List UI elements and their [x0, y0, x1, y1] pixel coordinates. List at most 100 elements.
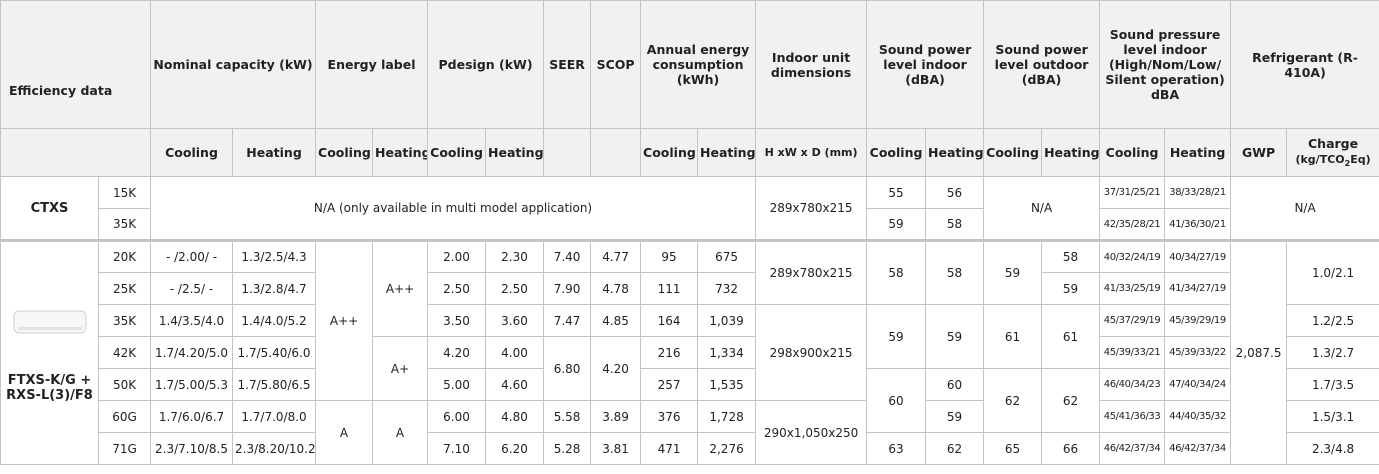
- cell: 1.5/3.1: [1287, 401, 1379, 433]
- cell: 5.28: [544, 433, 591, 465]
- cell: 290x1,050x250: [756, 401, 867, 465]
- header-cell: Nominal capacity (kW): [151, 1, 316, 129]
- cell: 289x780x215: [756, 241, 867, 305]
- sub-header-text: Charge: [1308, 136, 1358, 151]
- cell: A++: [373, 241, 428, 337]
- sub-header: H xW x D (mm): [756, 129, 867, 177]
- sub-header: [544, 129, 591, 177]
- cell: 58: [1042, 241, 1100, 273]
- cell: 59: [926, 401, 984, 433]
- cell: 46/42/37/34: [1100, 433, 1165, 465]
- sub-header: GWP: [1231, 129, 1287, 177]
- cell: 71G: [99, 433, 151, 465]
- cell: 55: [867, 177, 926, 209]
- cell: 45/37/29/19: [1100, 305, 1165, 337]
- cell: N/A (only available in multi model appli…: [151, 177, 756, 241]
- cell: 44/40/35/32: [1165, 401, 1231, 433]
- cell: 2.30: [486, 241, 544, 273]
- cell: 59: [1042, 273, 1100, 305]
- sub-header: Heating: [698, 129, 756, 177]
- page: {"header": {"title": "Efficiency data", …: [0, 0, 1379, 474]
- cell: 257: [641, 369, 698, 401]
- cell: 58: [926, 241, 984, 305]
- cell: N/A: [984, 177, 1100, 241]
- cell: 95: [641, 241, 698, 273]
- cell: 1.3/2.7: [1287, 337, 1379, 369]
- cell: 62: [1042, 369, 1100, 433]
- cell: 1.7/5.40/6.0: [233, 337, 316, 369]
- sub-header: Cooling: [151, 129, 233, 177]
- cell: 56: [926, 177, 984, 209]
- sub-header: Cooling: [316, 129, 373, 177]
- sub-header: Heating: [486, 129, 544, 177]
- cell: 59: [984, 241, 1042, 305]
- header-cell: Annual energy consumption (kWh): [641, 1, 756, 129]
- cell: 60G: [99, 401, 151, 433]
- cell: 7.40: [544, 241, 591, 273]
- sub-header: Cooling: [428, 129, 486, 177]
- sub-header: Heating: [926, 129, 984, 177]
- sub-header: Heating: [1042, 129, 1100, 177]
- header-cell: SCOP: [591, 1, 641, 129]
- cell: - /2.5/ -: [151, 273, 233, 305]
- cell: 3.50: [428, 305, 486, 337]
- header-cell: SEER: [544, 1, 591, 129]
- cell: A: [373, 401, 428, 465]
- sub-header: Heating: [1165, 129, 1231, 177]
- cell: CTXS: [1, 177, 99, 241]
- unit: (kg/TCO2Eq): [1295, 153, 1370, 166]
- header-cell: Sound power level indoor (dBA): [867, 1, 984, 129]
- cell: 2.3/4.8: [1287, 433, 1379, 465]
- cell: 3.81: [591, 433, 641, 465]
- cell: 1.0/2.1: [1287, 241, 1379, 305]
- cell: 45/39/33/21: [1100, 337, 1165, 369]
- cell: 63: [867, 433, 926, 465]
- cell: 1.2/2.5: [1287, 305, 1379, 337]
- cell: 40/32/24/19: [1100, 241, 1165, 273]
- sub-header: Cooling: [641, 129, 698, 177]
- header-cell: Sound power level outdoor (dBA): [984, 1, 1100, 129]
- cell: 471: [641, 433, 698, 465]
- cell: 45/39/33/22: [1165, 337, 1231, 369]
- cell: 3.89: [591, 401, 641, 433]
- cell: A++: [316, 241, 373, 401]
- cell: 45/39/29/19: [1165, 305, 1231, 337]
- cell: 45/41/36/33: [1100, 401, 1165, 433]
- cell: 7.10: [428, 433, 486, 465]
- cell: 2.50: [428, 273, 486, 305]
- cell: 4.85: [591, 305, 641, 337]
- cell: 1.7/5.00/5.3: [151, 369, 233, 401]
- cell: 41/34/27/19: [1165, 273, 1231, 305]
- sub-header: Cooling: [984, 129, 1042, 177]
- cell: 2.3/8.20/10.2: [233, 433, 316, 465]
- cell: 35K: [99, 305, 151, 337]
- cell: 5.58: [544, 401, 591, 433]
- header-cell: Pdesign (kW): [428, 1, 544, 129]
- cell: 1,039: [698, 305, 756, 337]
- header-cell: Energy label: [316, 1, 428, 129]
- cell: 35K: [99, 209, 151, 241]
- header-cell: Efficiency data: [1, 1, 151, 129]
- cell: 41/33/25/19: [1100, 273, 1165, 305]
- cell: 61: [1042, 305, 1100, 369]
- cell: 65: [984, 433, 1042, 465]
- cell: 2,276: [698, 433, 756, 465]
- cell: 4.80: [486, 401, 544, 433]
- unit-icon: [10, 303, 90, 343]
- cell: 4.20: [591, 337, 641, 401]
- cell: 38/33/28/21: [1165, 177, 1231, 209]
- cell: 4.20: [428, 337, 486, 369]
- cell: 1.7/4.20/5.0: [151, 337, 233, 369]
- cell: 2,087.5: [1231, 241, 1287, 465]
- cell: 66: [1042, 433, 1100, 465]
- cell: 4.60: [486, 369, 544, 401]
- cell: 1.3/2.5/4.3: [233, 241, 316, 273]
- cell: 1.4/3.5/4.0: [151, 305, 233, 337]
- unit-part: (kg/TCO: [1295, 153, 1344, 166]
- cell: N/A: [1231, 177, 1379, 241]
- header-cell: Indoor unit dimensions: [756, 1, 867, 129]
- cell: 61: [984, 305, 1042, 369]
- sub-header: Cooling: [1100, 129, 1165, 177]
- efficiency-table: Efficiency data Nominal capacity (kW) En…: [0, 0, 1379, 465]
- cell: 40/34/27/19: [1165, 241, 1231, 273]
